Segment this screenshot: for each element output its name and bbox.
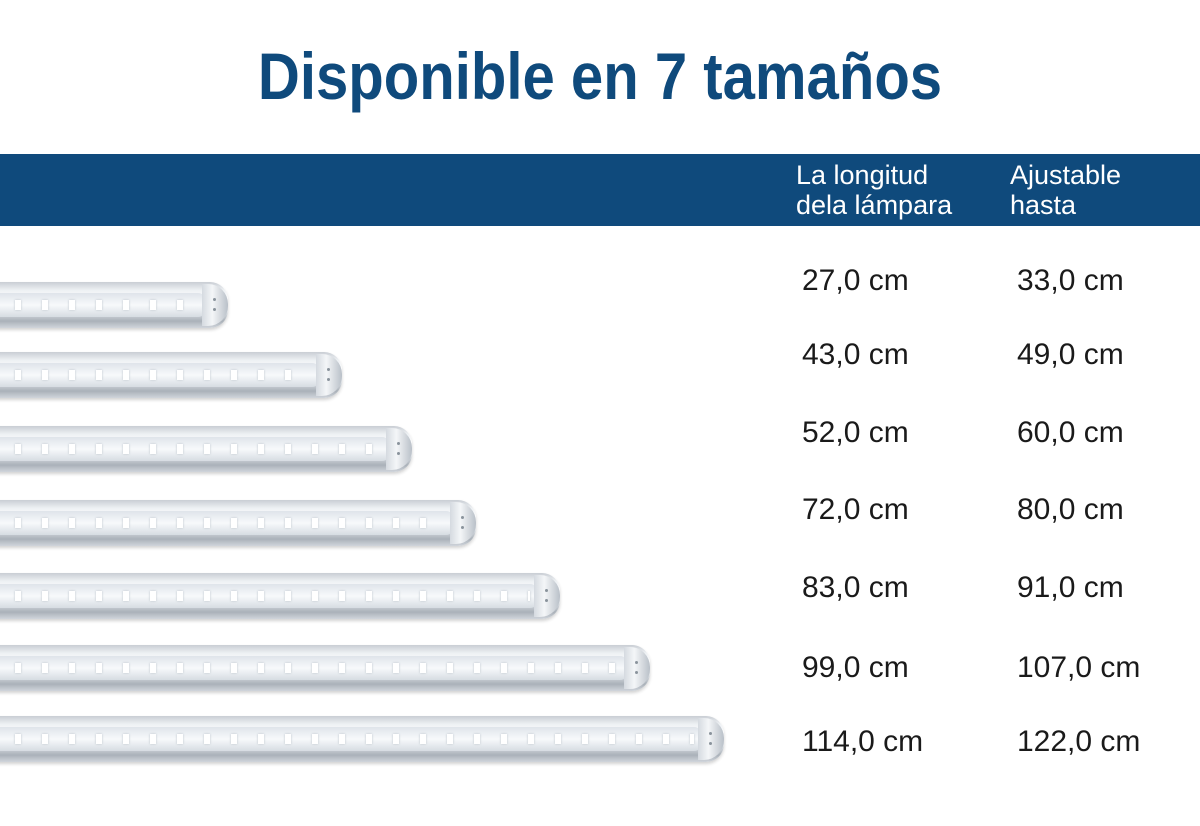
- length-value: 72,0 cm: [802, 493, 909, 526]
- column-header-length: La longitud dela lámpara: [796, 160, 952, 220]
- lamp-image-6: [0, 645, 650, 691]
- page-title: Disponible en 7 tamaños: [257, 39, 943, 113]
- column-header-adjustable-line2: hasta: [1010, 190, 1077, 220]
- lamp-image-5: [0, 573, 560, 619]
- column-header-adjustable-line1: Ajustable: [1010, 160, 1122, 190]
- length-value: 43,0 cm: [802, 338, 909, 371]
- adjustable-value: 80,0 cm: [1017, 493, 1124, 526]
- column-header-length-line1: La longitud: [796, 160, 929, 190]
- adjustable-value: 122,0 cm: [1017, 725, 1141, 758]
- length-value: 83,0 cm: [802, 571, 909, 604]
- adjustable-value: 33,0 cm: [1017, 264, 1124, 297]
- column-header-length-line2: dela lámpara: [796, 190, 953, 220]
- length-value: 114,0 cm: [802, 725, 924, 758]
- length-value: 99,0 cm: [802, 651, 909, 684]
- column-header-adjustable: Ajustable hasta: [1010, 160, 1121, 220]
- lamp-image-1: [0, 282, 228, 328]
- adjustable-value: 60,0 cm: [1017, 416, 1124, 449]
- header-band: [0, 154, 1200, 226]
- lamp-image-4: [0, 500, 476, 546]
- length-value: 52,0 cm: [802, 416, 909, 449]
- lamp-image-7: [0, 716, 724, 762]
- adjustable-value: 91,0 cm: [1017, 571, 1124, 604]
- length-value: 27,0 cm: [802, 264, 909, 297]
- adjustable-value: 49,0 cm: [1017, 338, 1124, 371]
- lamp-image-3: [0, 426, 412, 472]
- lamp-image-2: [0, 352, 342, 398]
- adjustable-value: 107,0 cm: [1017, 651, 1141, 684]
